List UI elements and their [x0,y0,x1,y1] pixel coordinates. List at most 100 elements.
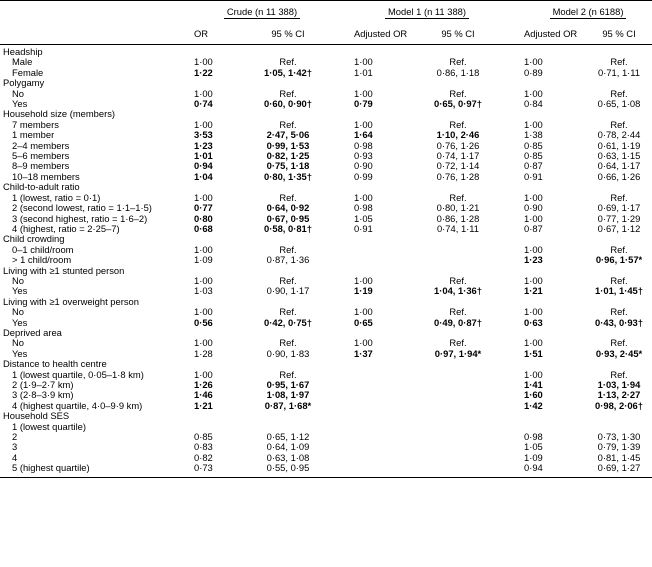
table-row: 1 (lowest quartile) [0,421,652,432]
cell-model-1-or: 1·00 [354,337,373,349]
column-gap [330,45,354,58]
cell-crude-ci: 1·08, 1·97 [266,389,310,401]
cell-model-2-or: 0·84 [524,98,543,110]
cell-model-1-ci [416,255,500,265]
cell-model-2-ci: 0·65, 1·08 [597,98,641,110]
cell-crude-ci: 0·90, 1·83 [266,347,310,359]
column-gap [500,453,524,463]
cell-model-1-or: 0·99 [354,170,373,182]
cell-model-1-or [354,401,416,411]
column-gap [500,193,524,203]
section-label: Headship [3,46,43,57]
cell-model-2-or: 1·00 [524,368,543,380]
cell-model-2-ci [586,411,652,421]
cell-model-1-ci: Ref. [449,191,467,203]
cell-crude-or: 1·09 [194,254,213,266]
cell-crude-ci: Ref. [279,87,297,99]
table-row: No 1·00 Ref. 1·00 Ref. 1·00 Ref. [0,306,652,317]
cell-model-2-ci: Ref. [610,191,628,203]
section-label: Child crowding [3,233,65,245]
cell-model-2-ci: Ref. [610,274,628,286]
column-gap [330,214,354,224]
cell-crude-or: 1·28 [194,347,213,359]
cell-crude-or: 0·83 [194,441,213,453]
cell-model-1-ci [416,432,500,442]
section-row: Household size (members) [0,109,652,120]
column-gap [500,57,524,67]
column-gap [500,109,524,119]
table-row: 4 (highest, ratio = 2·25–7) 0·68 0·58, 0·8… [0,222,652,234]
column-gap [500,78,524,88]
column-gap [500,390,524,400]
row-label: Yes [12,285,28,297]
group-header-model-1: Model 1 (n 11 388) [354,0,500,23]
cell-model-2-or: 1·41 [524,379,543,390]
group-label: Model 1 (n 11 388) [385,6,469,19]
column-group-header-row: Crude (n 11 388) Model 1 (n 11 388) Mode… [0,0,652,23]
cell-model-2-or: 1·38 [524,129,543,141]
row-label: No [12,337,24,349]
cell-model-2-ci: 1·01, 1·45† [595,285,643,297]
column-gap [500,130,524,140]
cell-crude-ci: Ref. [279,243,297,255]
cell-model-1-ci [416,234,500,244]
cell-crude-or: 0·56 [194,316,213,328]
cell-model-1-ci: 0·76, 1·28 [436,170,480,182]
cell-model-2-ci: 0·71, 1·11 [597,66,641,78]
column-gap [500,318,524,328]
cell-model-1-or [354,370,416,380]
cell-model-1-or: 1·19 [354,285,373,297]
cell-crude-ci: Ref. [279,56,297,68]
cell-crude-or: 0·68 [194,222,213,234]
cell-model-1-ci: 0·72, 1·14 [436,160,480,172]
column-gap [330,266,354,276]
cell-model-2-or: 1·00 [524,87,543,99]
cell-crude-or: 1·01 [194,150,213,162]
cell-model-1-ci: 0·74, 1·11 [436,222,480,234]
group-header-crude: Crude (n 11 388) [194,0,330,23]
table-row: Yes 0·56 0·42, 0·75† 0·65 0·49, 0·87† 0·63 0·4… [0,316,652,328]
cell-crude-ci: 2·47, 5·06 [266,129,310,141]
column-gap [330,453,354,463]
column-gap [500,234,524,244]
column-gap [500,120,524,130]
column-gap [500,370,524,380]
cell-crude-ci: 0·60, 0·90† [264,98,312,110]
table-row: Yes 1·28 0·90, 1·83 1·37 0·97, 1·94* 1·51 0·93… [0,347,652,359]
table-row: Female 1·22 1·05, 1·42† 1·01 0·86, 1·18 0·89 0… [0,66,652,78]
row-label: 10–18 members [12,170,80,182]
cell-model-2-ci: 0·93, 2·45* [595,347,643,359]
cell-crude-ci: 0·55, 0·95 [246,463,330,478]
column-gap [330,68,354,78]
cell-model-2-ci: Ref. [610,118,628,130]
row-label: 1 (lowest quartile, 0·05–1·8 km) [12,368,144,380]
cell-model-1-ci [416,411,500,421]
table-row: 5–6 members 1·01 0·82, 1·25 0·93 0·74, 1·17 0… [0,150,652,162]
cell-model-2-ci: 0·63, 1·15 [597,150,641,162]
column-header-row: OR 95 % CI Adjusted OR 95 % CI Adjusted … [0,23,652,45]
column-gap [500,338,524,348]
cell-model-2-ci: 0·81, 1·45 [597,451,641,463]
group-label: Crude (n 11 388) [223,6,301,19]
section-row: Living with ≥1 stunted person [0,265,652,276]
row-label: 2 [12,431,18,443]
column-gap [500,214,524,224]
cell-crude-or: 1·22 [194,66,213,78]
table-row: No 1·00 Ref. 1·00 Ref. 1·00 Ref. [0,87,652,99]
row-label: Yes [12,98,28,110]
section-row: Household SES [0,410,652,421]
row-label: Female [12,66,44,78]
cell-model-2-ci: 1·13, 2·27 [597,389,641,401]
table-body: Headship Male 1·00 Ref. 1·00 Ref. 1·00 Ref. Fema… [0,45,652,478]
column-gap [330,203,354,213]
row-label: 5–6 members [12,150,70,162]
cell-crude-or: 1·26 [194,379,213,390]
cell-crude-or: 1·00 [194,274,213,286]
cell-model-1-ci: 0·97, 1·94* [434,347,482,359]
cell-crude-or: 1·03 [194,285,213,297]
cell-model-1-or [354,390,416,400]
column-gap [330,276,354,286]
column-gap [330,89,354,99]
column-gap [500,349,524,359]
row-label: Male [12,56,33,68]
